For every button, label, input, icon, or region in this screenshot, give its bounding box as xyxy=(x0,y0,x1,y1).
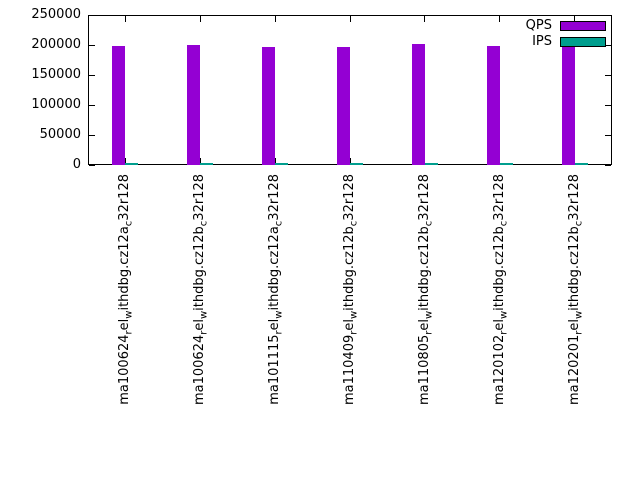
bar-ips xyxy=(200,163,214,165)
bar-ips xyxy=(275,163,289,165)
y-tick-right xyxy=(605,134,611,136)
x-axis-label: ma110409relwithdbg.cz12bc32r128 xyxy=(342,174,360,406)
legend-row-qps: QPS xyxy=(526,19,606,33)
y-tick-left xyxy=(89,44,95,46)
y-axis-tick-label: 50000 xyxy=(39,127,81,142)
y-axis-tick-label: 250000 xyxy=(31,7,81,22)
legend-swatch-ips xyxy=(560,37,606,47)
y-tick-right xyxy=(605,104,611,106)
y-tick-right xyxy=(605,14,611,16)
x-tick-bottom xyxy=(274,158,276,164)
y-axis-tick-label: 200000 xyxy=(31,37,81,52)
x-tick-top xyxy=(199,16,201,22)
y-tick-right xyxy=(605,74,611,76)
x-tick-top xyxy=(574,16,576,22)
y-tick-right xyxy=(605,44,611,46)
y-tick-left xyxy=(89,134,95,136)
y-tick-left xyxy=(89,14,95,16)
bar-qps xyxy=(411,43,425,165)
bar-ips xyxy=(350,163,363,165)
y-tick-right xyxy=(605,164,611,166)
y-tick-left xyxy=(89,74,95,76)
x-tick-bottom xyxy=(574,158,576,164)
y-axis-tick-label: 150000 xyxy=(31,67,81,82)
x-tick-top xyxy=(499,16,501,22)
y-axis-tick-label: 100000 xyxy=(31,97,81,112)
bar-qps xyxy=(337,47,350,165)
x-tick-bottom xyxy=(124,158,126,164)
x-axis-label: ma120102relwithdbg.cz12bc32r128 xyxy=(491,174,510,406)
x-axis-label: ma100624relwithdbg.cz12ac32r128 xyxy=(117,174,136,405)
x-tick-top xyxy=(274,16,276,22)
bar-qps xyxy=(187,44,201,165)
x-axis-label: ma110805relwithdbg.cz12bc32r128 xyxy=(416,174,435,406)
legend-label-ips: IPS xyxy=(532,34,552,49)
bar-qps xyxy=(112,46,126,165)
x-axis-label: ma101115relwithdbg.cz12ac32r128 xyxy=(267,174,285,405)
y-tick-left xyxy=(89,164,95,166)
x-tick-top xyxy=(349,16,351,22)
bar-ips xyxy=(499,163,513,165)
x-tick-bottom xyxy=(199,158,201,164)
bar-ips xyxy=(574,163,588,165)
x-tick-bottom xyxy=(499,158,501,164)
plot-area xyxy=(88,15,612,165)
bar-qps xyxy=(262,47,276,165)
bar-ips xyxy=(125,163,139,165)
bar-ips xyxy=(424,163,438,165)
bar-qps xyxy=(561,45,575,165)
bar-qps xyxy=(486,46,500,165)
y-axis-tick-label: 0 xyxy=(72,157,81,172)
x-axis-label: ma100624relwithdbg.cz12bc32r128 xyxy=(192,174,210,406)
x-tick-top xyxy=(124,16,126,22)
y-tick-left xyxy=(89,104,95,106)
legend-label-qps: QPS xyxy=(525,18,552,33)
x-tick-top xyxy=(424,16,426,22)
legend-swatch-qps xyxy=(560,21,606,31)
legend-row-ips: IPS xyxy=(532,35,606,49)
x-tick-bottom xyxy=(349,158,351,164)
x-tick-bottom xyxy=(424,158,426,164)
x-axis-label: ma120201relwithdbg.cz12bc32r128 xyxy=(566,174,585,406)
